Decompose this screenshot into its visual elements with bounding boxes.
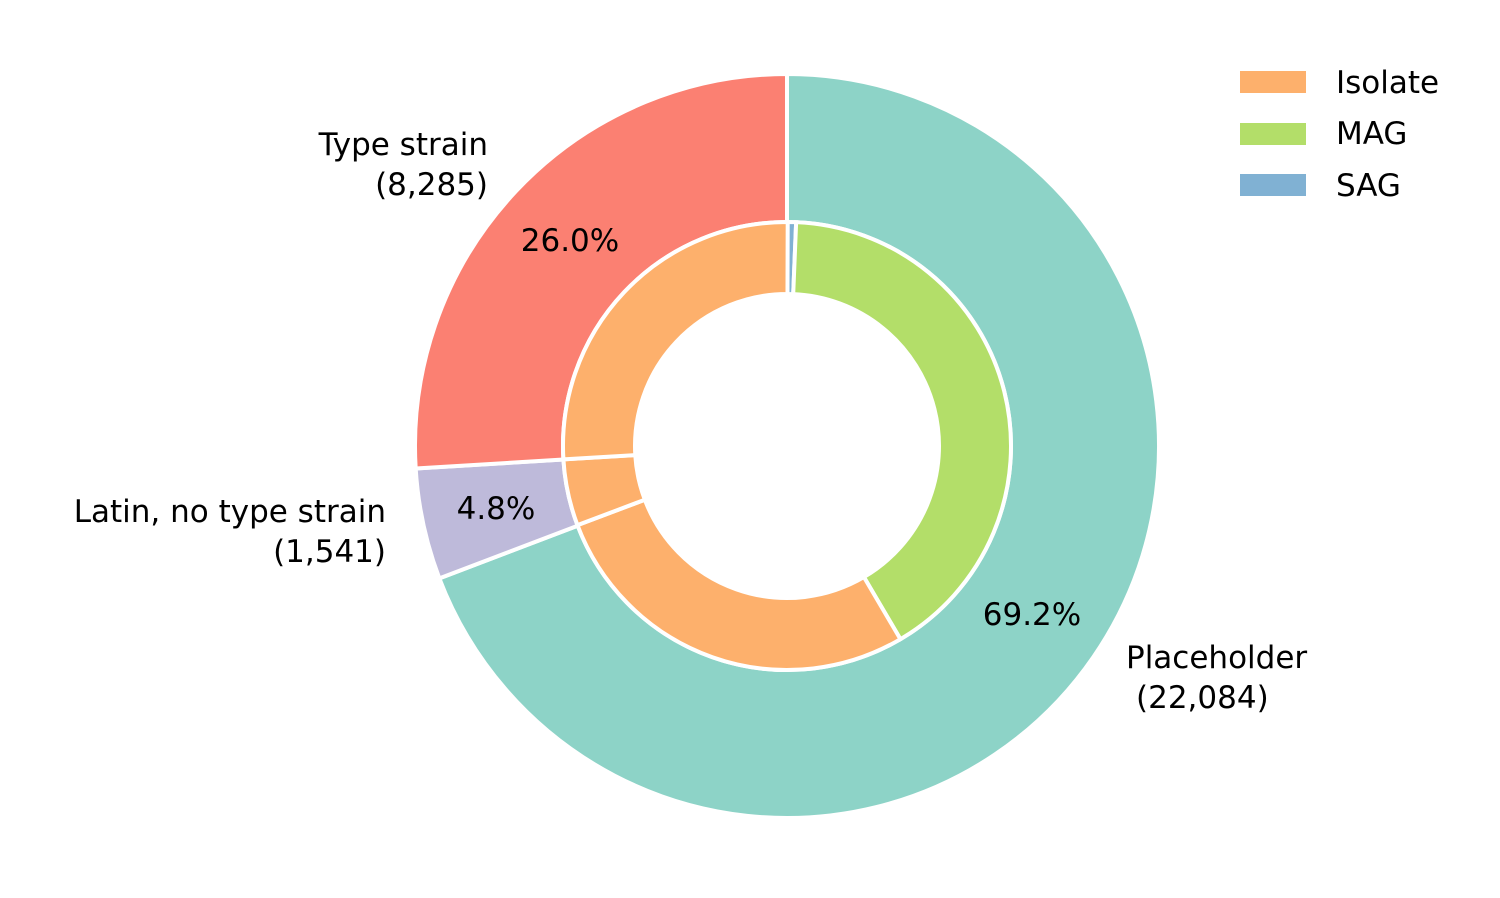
legend-label-sag: SAG (1336, 168, 1401, 204)
slice-label-placeholder: Placeholder (1126, 640, 1307, 676)
inner-slice-type-strain-isolate (561, 220, 790, 462)
inner-ring (561, 219, 1013, 672)
outer-ring (413, 71, 1161, 820)
pct-label-type-strain: 26.0% (521, 223, 619, 259)
slice-count-latin-no-type-strain: (1,541) (273, 534, 386, 570)
slice-count-placeholder: (22,084) (1136, 680, 1269, 716)
legend-label-mag: MAG (1336, 116, 1407, 152)
inner-slice-placeholder-isolate (574, 497, 904, 672)
legend-swatch-isolate (1240, 71, 1306, 93)
pct-label-latin-no-type-strain: 4.8% (457, 491, 536, 527)
legend-label-isolate: Isolate (1336, 65, 1439, 101)
slice-label-type-strain: Type strain (318, 127, 488, 163)
inner-slice-placeholder-mag (791, 220, 1013, 642)
legend: Isolate MAG SAG (1240, 65, 1439, 204)
slice-count-type-strain: (8,285) (375, 167, 488, 203)
legend-swatch-mag (1240, 123, 1306, 145)
slice-label-latin-no-type-strain: Latin, no type strain (74, 494, 386, 530)
pct-label-placeholder: 69.2% (983, 597, 1081, 633)
legend-swatch-sag (1240, 174, 1306, 196)
